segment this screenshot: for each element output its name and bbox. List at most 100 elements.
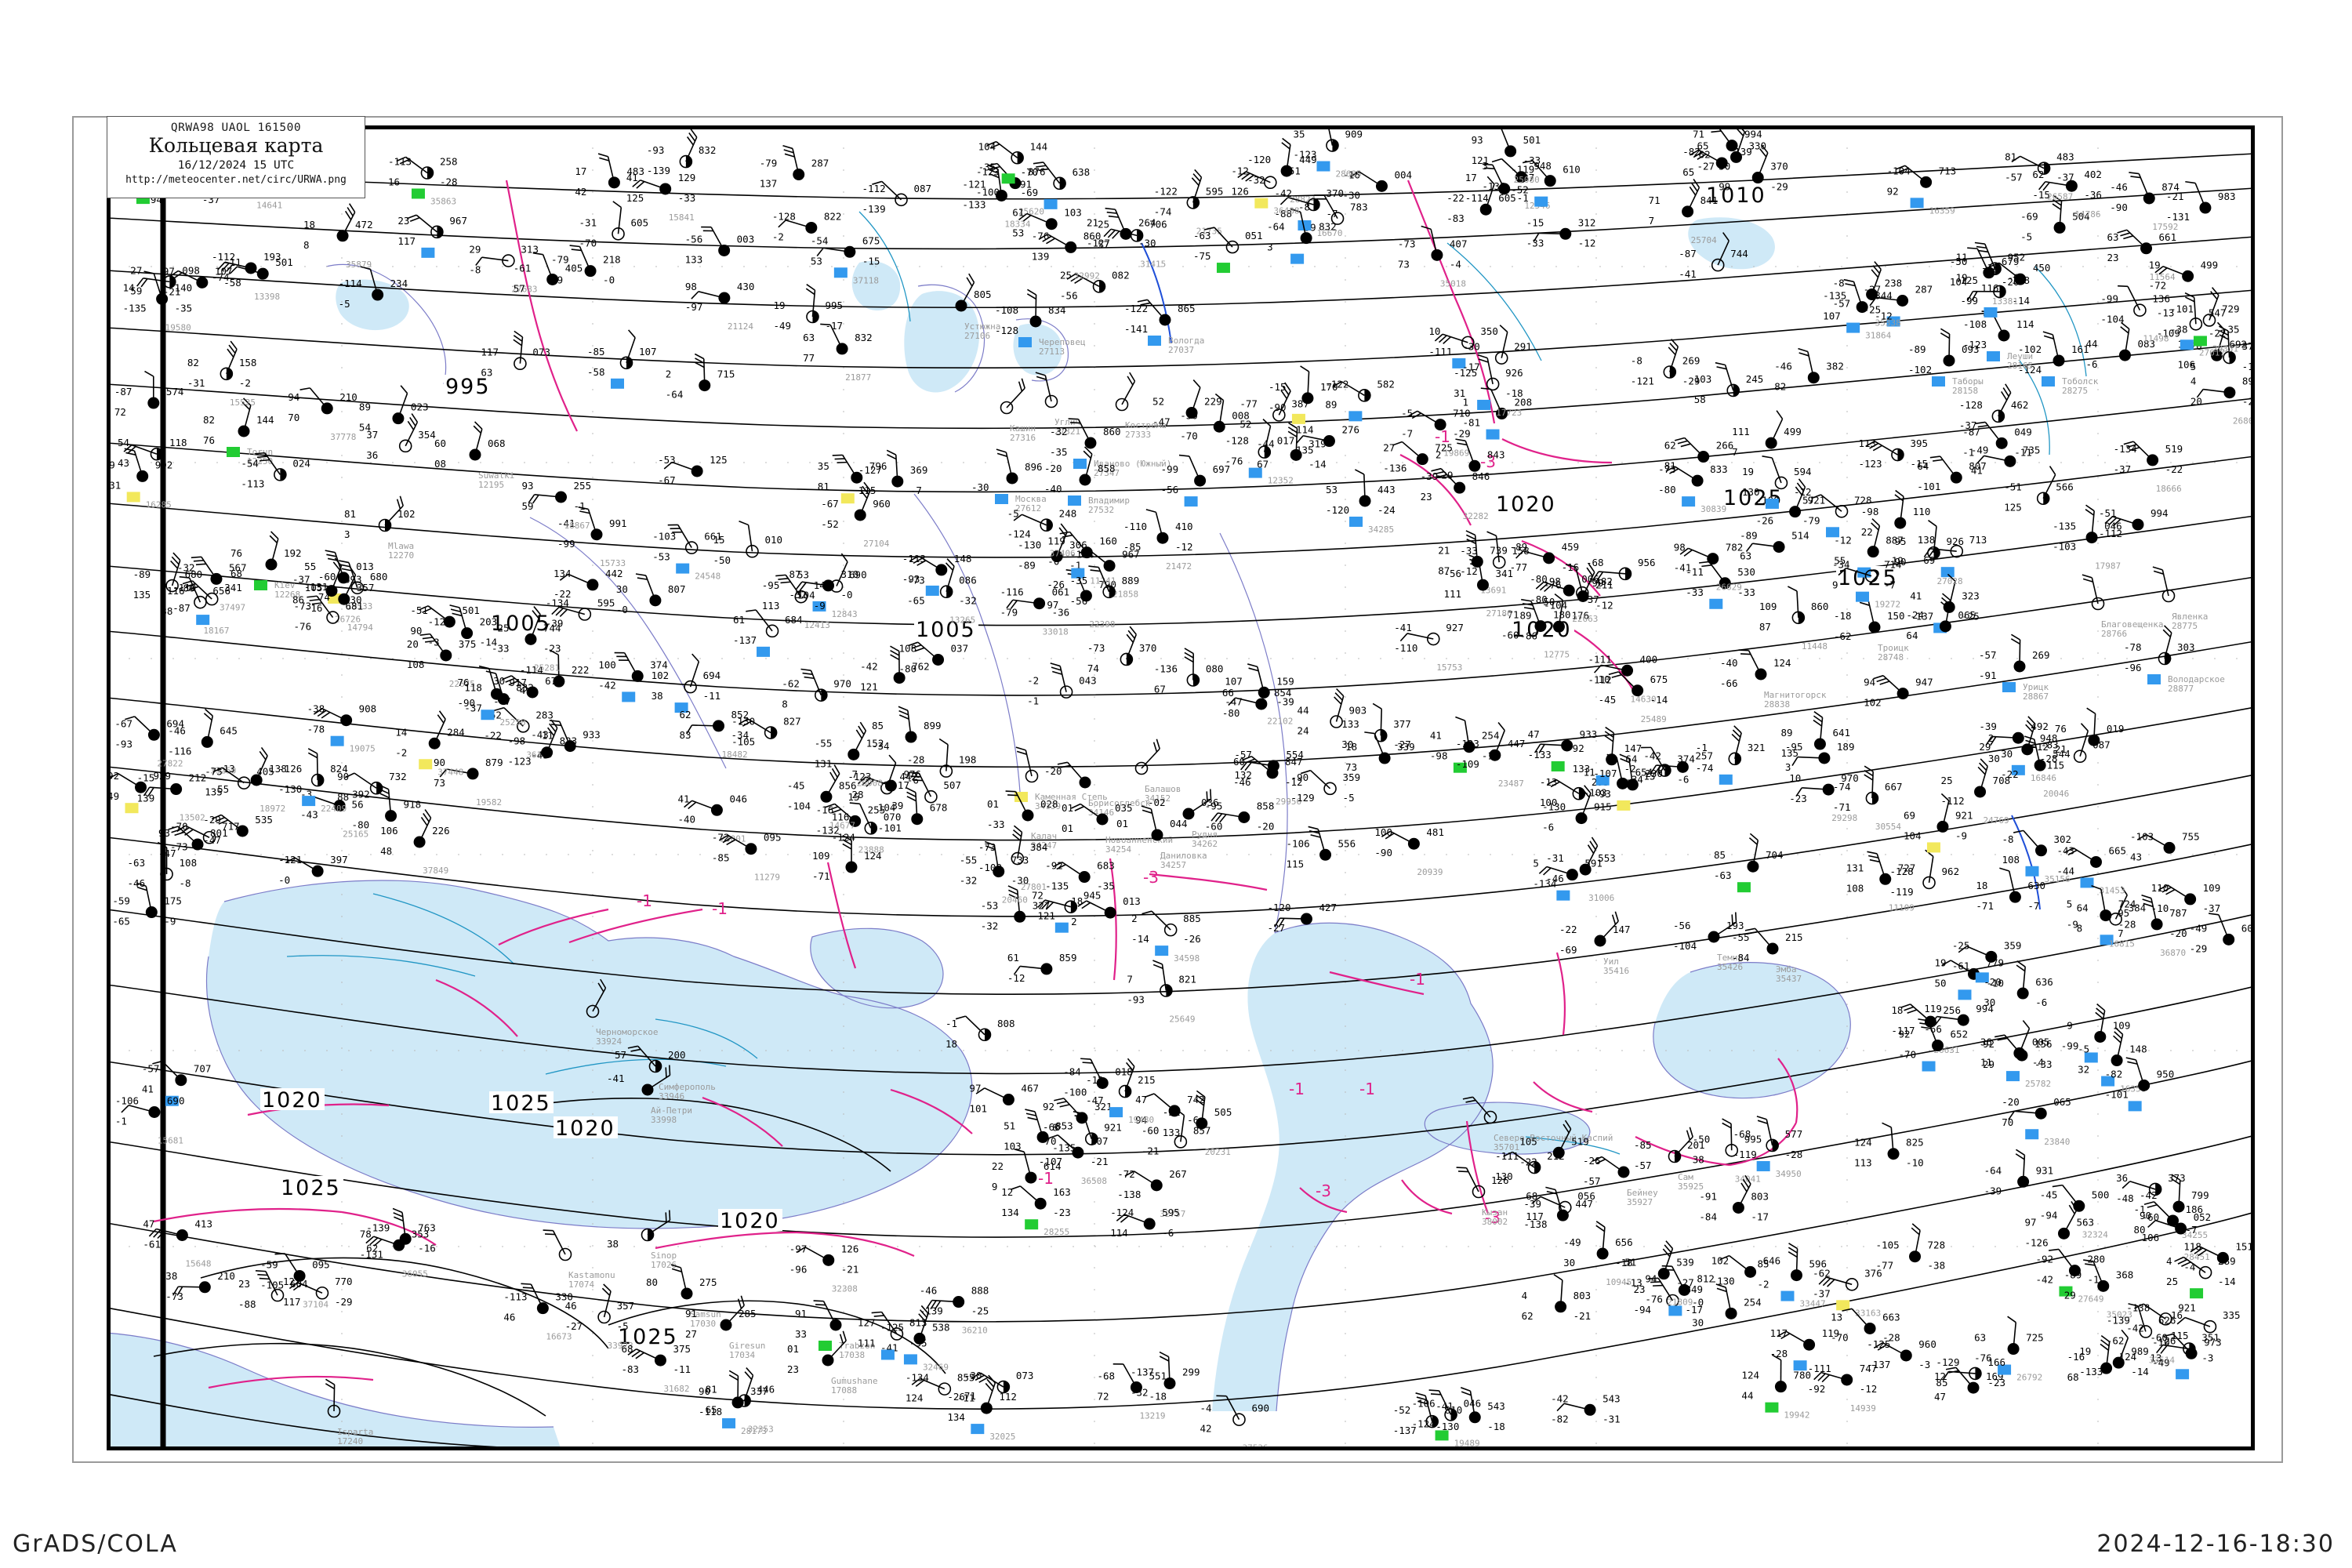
station-plot[interactable]: -70 717-73 [170, 820, 240, 852]
station-plot[interactable]: 52 229-47 [1152, 379, 1222, 428]
station-plot[interactable]: -87 049-1 -11 [1962, 421, 2032, 458]
station-plot[interactable]: -11 530-33 -33 [1686, 561, 1755, 609]
station-plot[interactable]: -11 501-58 [223, 256, 293, 289]
station-plot[interactable]: 13 663-70 -28 [1831, 1308, 1900, 1343]
station-plot[interactable]: 105 519-22 [1519, 1120, 1589, 1167]
station-plot[interactable]: 108 037-80 [899, 641, 969, 674]
station-plot[interactable]: -53 125-67 [658, 454, 728, 486]
station-plot[interactable]: -95 858-60 -20 [1205, 800, 1275, 833]
station-plot[interactable]: -128 462-37 [1959, 383, 2029, 431]
station-plot[interactable]: 47 933-133 [1528, 728, 1598, 771]
station-plot[interactable]: 94 812-76 [1645, 1265, 1715, 1316]
station-plot[interactable]: -79 218-9 -0 [551, 245, 621, 286]
station-plot[interactable]: 2 843-29 [1436, 438, 1505, 481]
station-plot[interactable]: -1 321-74 [1696, 725, 1766, 785]
station-plot[interactable]: -112 087-139 [862, 180, 932, 215]
station-plot[interactable]: -82 950-101 [2105, 1057, 2175, 1112]
station-plot[interactable]: -10 973-49 [2152, 1333, 2222, 1380]
station-plot[interactable]: -49603-29 [2190, 913, 2255, 954]
station-plot[interactable]: -105 728-77 -38 [1876, 1223, 1946, 1272]
station-plot[interactable]: -63 108-46 -8 [128, 841, 198, 889]
station-plot[interactable]: 85 899-34 [872, 706, 942, 752]
station-plot[interactable]: 61 859-12 [1007, 952, 1077, 984]
station-plot[interactable]: -2 043-1 [1027, 662, 1097, 707]
station-plot[interactable]: -91 803-84 -17 [1699, 1174, 1769, 1222]
station-plot[interactable]: 92 652-70 [1899, 1018, 1969, 1072]
station-plot[interactable]: 72 945-121 [1032, 890, 1102, 933]
station-plot[interactable]: 2 715-64 [666, 353, 735, 401]
weather-map-canvas[interactable]: -3 -1 -3 -1 -1 -1 -1 -1 -3 -3 -1 1010 99… [107, 125, 2255, 1450]
station-plot[interactable]: 119 994-66 [1924, 1003, 1994, 1035]
station-plot[interactable]: 93 801-47 [158, 826, 228, 859]
station-plot[interactable]: 61 684-137 [733, 609, 803, 657]
